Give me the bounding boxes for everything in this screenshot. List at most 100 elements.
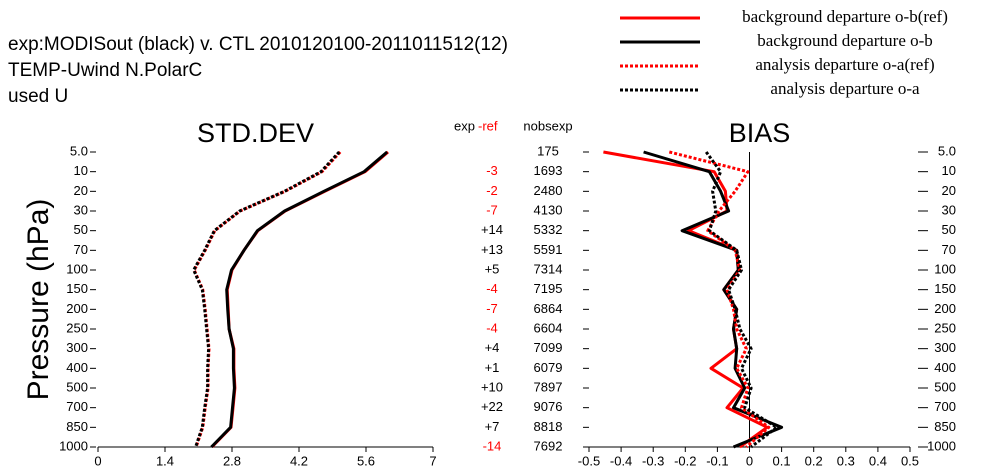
diff-value: -2 (486, 183, 498, 198)
diff-value: -7 (486, 202, 498, 217)
y-tick-label: 250 (934, 320, 956, 335)
y-axis-label: Pressure (hPa) (22, 199, 55, 401)
x-tick-label: 1.4 (156, 453, 174, 468)
nobs-value: 9076 (534, 399, 563, 414)
nobs-value: 7897 (534, 379, 563, 394)
y-tick-label: 150 (934, 281, 956, 296)
y-tick-label: 700 (66, 399, 88, 414)
y-tick-label: 300 (934, 340, 956, 355)
header-line: TEMP-Uwind N.PolarC (8, 60, 202, 81)
x-tick-label: -0.2 (674, 453, 696, 468)
y-tick-label: 700 (934, 399, 956, 414)
y-tick-label: 1000 (927, 438, 956, 453)
x-tick-label: -0.3 (642, 453, 664, 468)
y-tick-label: 400 (66, 360, 88, 375)
header-line: exp:MODISout (black) v. CTL 2010120100-2… (8, 34, 508, 55)
y-tick-label: 200 (66, 301, 88, 316)
diff-value: -4 (486, 281, 498, 296)
y-tick-label: 20 (74, 183, 88, 198)
y-tick-label: 850 (934, 419, 956, 434)
y-tick-label: 1000 (59, 438, 88, 453)
y-tick-label: 50 (74, 222, 88, 237)
nobs-value: 6864 (534, 301, 563, 316)
y-tick-label: 10 (74, 163, 88, 178)
x-tick-label: 0.2 (805, 453, 823, 468)
nobs-value: 2480 (534, 183, 563, 198)
y-tick-label: 30 (942, 202, 956, 217)
y-tick-label: 50 (942, 222, 956, 237)
y-tick-label: 5.0 (938, 143, 956, 158)
nobs-value: 7099 (534, 340, 563, 355)
nobs-value: 4130 (534, 202, 563, 217)
y-tick-label: 10 (942, 163, 956, 178)
nobs-value: 7692 (534, 438, 563, 453)
diff-value: +10 (481, 379, 503, 394)
diff-value: +14 (481, 222, 503, 237)
diff-value: -14 (483, 438, 502, 453)
chart-title: BIAS (729, 118, 791, 148)
x-tick-label: 4.2 (290, 453, 308, 468)
diff-value: -4 (486, 320, 498, 335)
chart-title: STD.DEV (197, 118, 314, 148)
profile-line (192, 150, 341, 448)
y-tick-label: 30 (74, 202, 88, 217)
legend-label: background departure o-b(ref) (742, 7, 948, 26)
profile-line (668, 150, 771, 449)
nobs-value: 7195 (534, 281, 563, 296)
nobs-value: 175 (537, 143, 559, 158)
x-tick-label: 2.8 (223, 453, 241, 468)
diff-value: +4 (485, 340, 500, 355)
y-tick-label: 150 (66, 281, 88, 296)
y-tick-label: 500 (934, 379, 956, 394)
x-tick-label: 0 (94, 453, 101, 468)
legend-label: analysis departure o-a(ref) (755, 55, 934, 74)
y-tick-label: 5.0 (70, 143, 88, 158)
y-tick-label: 250 (66, 320, 88, 335)
x-tick-label: 5.6 (357, 453, 375, 468)
y-tick-label: 100 (934, 261, 956, 276)
nobs-value: 7314 (534, 261, 563, 276)
legend-label: analysis departure o-a (770, 79, 920, 98)
x-tick-label: 0 (746, 453, 753, 468)
nobs-value: 1693 (534, 163, 563, 178)
profile-line (192, 150, 342, 448)
profile-line (210, 150, 389, 449)
y-tick-label: 100 (66, 261, 88, 276)
nobs-header: nobsexp (523, 118, 572, 133)
nobs-value: 8818 (534, 419, 563, 434)
y-tick-label: 400 (934, 360, 956, 375)
x-tick-label: 0.5 (901, 453, 919, 468)
x-tick-label: -0.4 (610, 453, 632, 468)
y-tick-label: 200 (934, 301, 956, 316)
y-tick-label: 20 (942, 183, 956, 198)
x-tick-label: 0.3 (837, 453, 855, 468)
x-tick-label: 0.4 (869, 453, 887, 468)
nobs-value: 5332 (534, 222, 563, 237)
nobs-value: 6604 (534, 320, 563, 335)
diff-value: +13 (481, 242, 503, 257)
diff-header: exp (454, 118, 475, 133)
y-tick-label: 70 (942, 242, 956, 257)
diff-value: +22 (481, 399, 503, 414)
y-tick-label: 300 (66, 340, 88, 355)
header-line: used U (8, 86, 68, 107)
diff-value: +1 (485, 360, 500, 375)
profile-line (210, 150, 389, 449)
x-tick-label: -0.1 (706, 453, 728, 468)
nobs-value: 6079 (534, 360, 563, 375)
x-tick-label: -0.5 (578, 453, 600, 468)
diff-value: +7 (485, 419, 500, 434)
diff-header-ref: -ref (478, 118, 498, 133)
y-tick-label: 500 (66, 379, 88, 394)
x-tick-label: 7 (429, 453, 436, 468)
diff-value: +5 (485, 261, 500, 276)
nobs-value: 5591 (534, 242, 563, 257)
y-tick-label: 70 (74, 242, 88, 257)
diff-value: -3 (486, 163, 498, 178)
profile-line (704, 151, 779, 449)
legend-label: background departure o-b (757, 31, 933, 50)
x-tick-label: 0.1 (773, 453, 791, 468)
diff-value: -7 (486, 301, 498, 316)
y-tick-label: 850 (66, 419, 88, 434)
